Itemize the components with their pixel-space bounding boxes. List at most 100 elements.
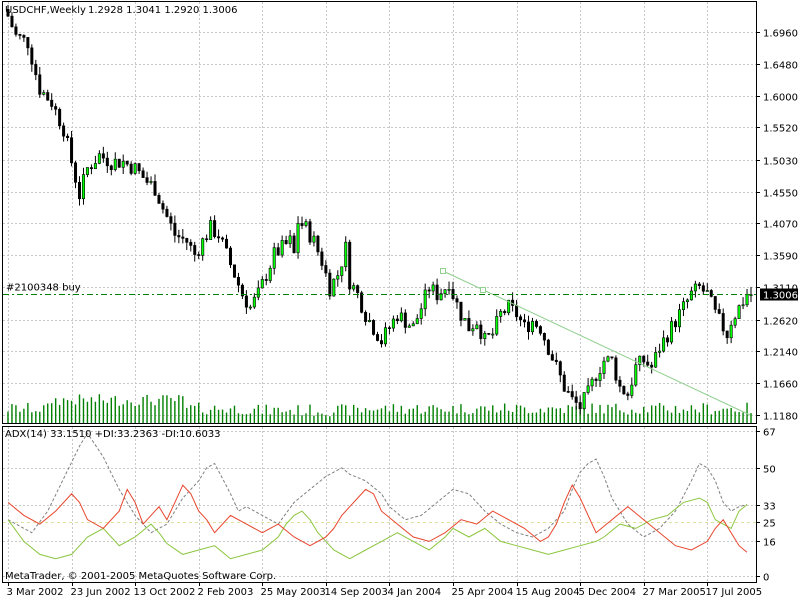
candle <box>117 158 121 168</box>
trendline-handle[interactable] <box>480 287 486 293</box>
copyright-text: MetaTrader, © 2001-2005 MetaQuotes Softw… <box>5 571 276 582</box>
candle <box>503 309 507 316</box>
candle <box>26 37 30 56</box>
candle <box>54 103 58 116</box>
candle <box>209 216 213 240</box>
candle <box>376 331 380 342</box>
candle <box>685 298 689 309</box>
candle <box>70 131 74 167</box>
candle <box>113 152 117 172</box>
candle <box>415 314 419 325</box>
candles <box>6 4 753 415</box>
candle <box>483 330 487 346</box>
indicator-panel-frame <box>2 426 757 583</box>
candle <box>507 299 511 316</box>
candle <box>264 273 268 286</box>
price-label: 1.1660 <box>763 380 798 391</box>
candle <box>491 328 495 339</box>
candle <box>201 237 205 261</box>
candle <box>538 325 542 336</box>
candle <box>161 200 165 214</box>
candle <box>626 391 630 401</box>
time-label: 25 May 2003 <box>261 587 326 598</box>
candle <box>109 164 113 176</box>
candle <box>268 265 272 284</box>
candle <box>745 289 749 307</box>
candle <box>121 154 125 174</box>
candle <box>205 234 209 243</box>
candle <box>308 218 312 245</box>
time-label: 25 Apr 2004 <box>452 587 514 598</box>
candle <box>634 357 638 387</box>
price-label: 1.3590 <box>763 252 798 263</box>
candle <box>217 229 221 243</box>
candle <box>391 315 395 332</box>
candle <box>419 303 423 325</box>
time-label: 15 Aug 2004 <box>516 587 580 598</box>
candle <box>236 272 240 293</box>
candle <box>610 356 614 360</box>
candle <box>471 324 475 336</box>
candle <box>662 330 666 353</box>
candle <box>225 234 229 249</box>
candle <box>125 160 129 167</box>
candle <box>145 171 149 186</box>
candle <box>89 164 93 175</box>
candle <box>654 346 658 368</box>
candle <box>141 167 145 178</box>
chart-ohlc: 1.2928 1.3041 1.2920 1.3006 <box>88 5 238 16</box>
series-adx <box>7 432 748 538</box>
candle <box>606 355 610 363</box>
time-label: 27 Mar 2005 <box>643 587 706 598</box>
candle <box>101 146 105 163</box>
candle <box>66 133 70 142</box>
candle <box>542 332 546 346</box>
candle <box>50 93 54 111</box>
candle <box>737 304 741 319</box>
candle <box>379 334 383 348</box>
price-label: 1.4550 <box>763 189 798 200</box>
candle <box>554 352 558 365</box>
time-label: 5 Dec 2004 <box>579 587 637 598</box>
candle <box>332 278 336 297</box>
candle <box>598 366 602 388</box>
candle <box>328 269 332 300</box>
indicator-title: ADX(14) 33.1510 +DI:33.2363 -DI:10.6033 <box>5 429 221 440</box>
candle <box>717 303 721 315</box>
candle <box>570 384 574 400</box>
candle <box>62 122 66 142</box>
time-label: 13 Oct 2002 <box>134 587 196 598</box>
candle <box>403 309 407 334</box>
candle <box>252 293 256 309</box>
current-price-tag <box>760 288 798 301</box>
candle <box>137 162 141 175</box>
candle <box>228 246 232 268</box>
indicator-lines <box>7 432 748 560</box>
candle <box>181 229 185 244</box>
candle <box>646 354 650 367</box>
candle <box>530 317 534 335</box>
candle <box>260 276 264 289</box>
price-label: 1.4070 <box>763 220 798 231</box>
price-label: 1.6960 <box>763 29 798 40</box>
trendline-handle[interactable] <box>440 268 446 274</box>
candle <box>320 247 324 271</box>
indicator-grid <box>3 427 756 582</box>
time-label: 2 Feb 2003 <box>198 587 254 598</box>
candle <box>546 338 550 356</box>
candle <box>46 89 50 101</box>
candle <box>586 378 590 395</box>
indicator-label: 16 <box>763 538 776 549</box>
candle <box>495 309 499 336</box>
candle <box>272 242 276 275</box>
candle <box>475 321 479 330</box>
candle <box>681 297 685 317</box>
candle <box>240 283 244 300</box>
candle <box>674 319 678 332</box>
price-label: 1.1180 <box>763 412 798 423</box>
price-label: 1.5520 <box>763 124 798 135</box>
candle <box>352 282 356 292</box>
candle <box>340 266 344 283</box>
candle <box>177 229 181 244</box>
